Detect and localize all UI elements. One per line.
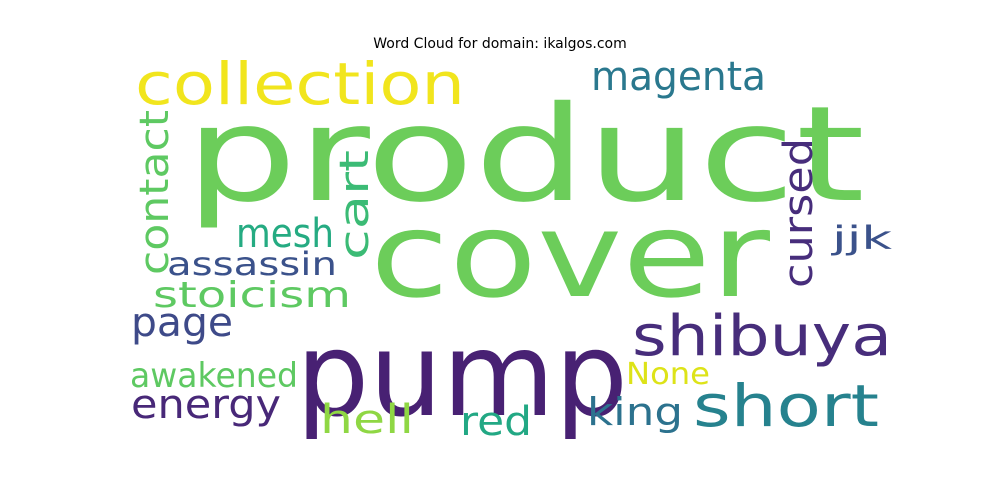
word-stoicism: stoicism	[153, 275, 351, 316]
word-red: red	[460, 399, 532, 445]
word-short: short	[693, 372, 879, 440]
word-none: None	[626, 357, 710, 392]
word-shibuya: shibuya	[632, 304, 892, 369]
word-cart: cart	[332, 150, 378, 260]
word-king: king	[587, 390, 683, 434]
word-hell: hell	[320, 397, 414, 443]
word-cover: cover	[370, 186, 771, 324]
word-energy: energy	[131, 382, 281, 428]
word-collection: collection	[135, 50, 465, 118]
word-jjk: jjk	[830, 219, 892, 257]
word-page: page	[131, 300, 233, 346]
chart-title: Word Cloud for domain: ikalgos.com	[373, 36, 627, 52]
word-assassin: assassin	[167, 245, 337, 283]
word-product: product	[185, 78, 865, 232]
word-cursed: cursed	[776, 138, 822, 288]
word-mesh: mesh	[236, 211, 334, 257]
word-pump: pump	[296, 308, 628, 443]
word-contact: contact	[132, 110, 178, 275]
word-awakened: awakened	[130, 356, 298, 396]
word-magenta: magenta	[591, 54, 766, 100]
